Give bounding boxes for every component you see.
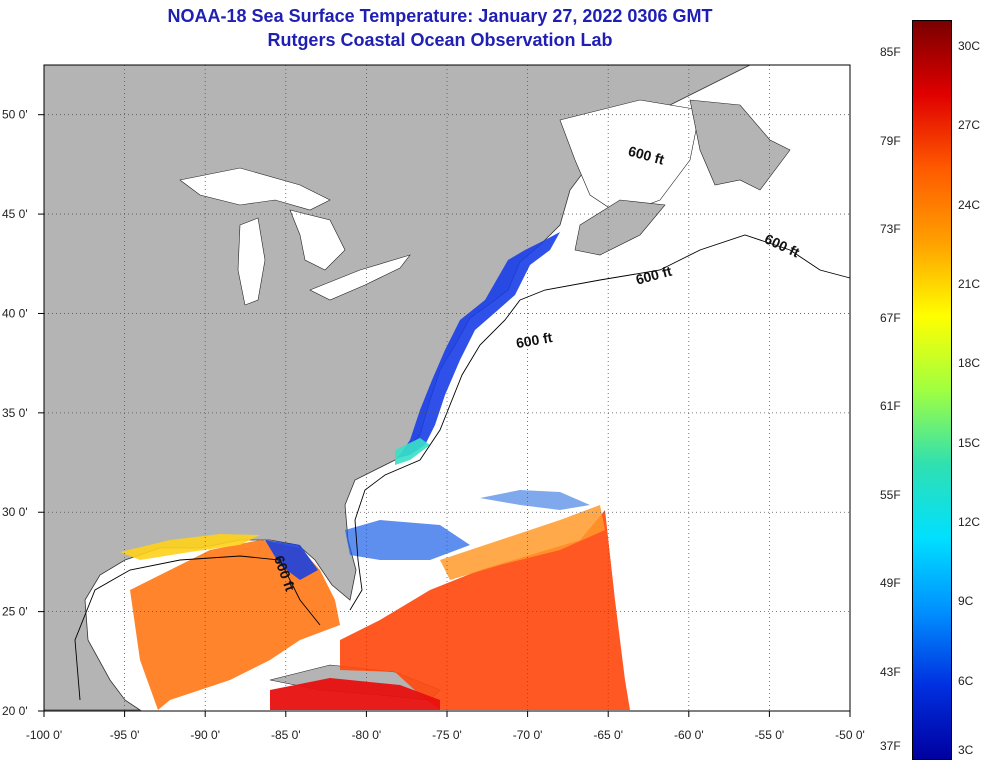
lon-tick-label: -55 0' (755, 728, 785, 742)
temperature-colorbar (912, 20, 952, 760)
sst-atlantic-mid (440, 505, 605, 580)
map-axes: -100 0' -95 0' -90 0' -85 0' -80 0' -75 0' -70… (2, 108, 865, 742)
colorbar-f-label: 79F (880, 133, 901, 148)
lat-tick-label: 50 0' (2, 108, 28, 122)
lon-tick-label: -50 0' (835, 728, 865, 742)
sst-coastal-cold (398, 232, 560, 458)
sst-gulf-coast (120, 534, 260, 560)
lake-erie-ontario (309, 254, 411, 301)
lon-tick-label: -85 0' (271, 728, 301, 742)
gulf-st-lawrence (559, 99, 701, 216)
colorbar-f-label: 55F (880, 487, 901, 502)
map-subtitle: Rutgers Coastal Ocean Observation Lab (267, 30, 613, 50)
contour-600ft-south (349, 299, 521, 611)
colorbar-c-label: 9C (958, 594, 974, 609)
colorbar-c-label: 12C (958, 515, 981, 529)
contour-label-600ft: 600 ft (515, 329, 554, 351)
colorbar-f-label: 43F (880, 664, 901, 679)
lon-tick-label: -80 0' (352, 728, 382, 742)
colorbar-f-label: 85F (880, 45, 901, 59)
land-mass (43, 64, 751, 711)
contour-label-600ft: 600 ft (762, 230, 802, 260)
colorbar-f-label: 73F (880, 222, 901, 236)
colorbar-c-label: 21C (958, 277, 981, 291)
lon-tick-label: -75 0' (432, 728, 462, 742)
lake-huron (289, 209, 346, 271)
sst-gulf-cold (265, 540, 318, 580)
colorbar-f-label: 61F (880, 399, 901, 413)
colorbar-c-label: 3C (958, 743, 974, 757)
lon-tick-label: -60 0' (674, 728, 704, 742)
lon-tick-label: -65 0' (593, 728, 623, 742)
sst-gulf-mexico (130, 540, 340, 710)
contour-label-600ft: 600 ft (634, 263, 674, 288)
lon-tick-label: -90 0' (190, 728, 220, 742)
newfoundland (689, 99, 791, 191)
lon-tick-label: -100 0' (26, 728, 62, 742)
lat-tick-label: 20 0' (2, 704, 28, 718)
colorbar-c-label: 15C (958, 435, 981, 450)
lat-tick-label: 35 0' (2, 406, 28, 420)
sst-caribbean-hot (270, 678, 440, 710)
colorbar-f-label: 37F (880, 739, 901, 753)
contour-600ft (519, 234, 851, 301)
lon-tick-label: -95 0' (110, 728, 140, 742)
colorbar-c-label: 18C (958, 356, 981, 371)
colorbar-c-label: 6C (958, 673, 974, 688)
nova-scotia (574, 199, 666, 256)
sst-coastal-cool (395, 438, 430, 465)
sst-atlantic-warm (340, 510, 630, 710)
colorbar-c-label: 27C (958, 118, 981, 133)
colorbar-f-label: 49F (880, 576, 901, 590)
map-title: NOAA-18 Sea Surface Temperature: January… (167, 6, 713, 26)
colorbar-c-label: 24C (958, 197, 981, 212)
lat-tick-label: 40 0' (2, 306, 28, 320)
great-lakes (179, 167, 331, 211)
lon-tick-label: -70 0' (513, 728, 543, 742)
lake-michigan (237, 217, 266, 306)
lat-tick-label: 45 0' (2, 207, 28, 221)
lat-tick-label: 30 0' (2, 505, 28, 519)
sst-offshore-blue (480, 490, 590, 510)
map-frame (43, 64, 851, 712)
lat-tick-label: 25 0' (2, 605, 28, 619)
sst-atlantic-blue (345, 520, 470, 560)
contour-600ft-gulf (74, 555, 321, 701)
colorbar-f-label: 67F (880, 310, 901, 325)
colorbar-c-label: 30C (958, 39, 981, 53)
